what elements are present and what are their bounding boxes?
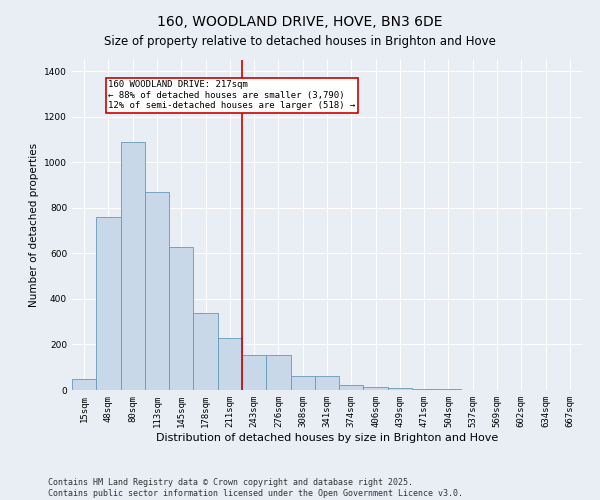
Bar	[266, 354, 290, 390]
Bar	[364, 387, 388, 390]
X-axis label: Distribution of detached houses by size in Brighton and Hove: Distribution of detached houses by size …	[156, 432, 498, 442]
Bar	[388, 388, 412, 390]
Text: 160, WOODLAND DRIVE, HOVE, BN3 6DE: 160, WOODLAND DRIVE, HOVE, BN3 6DE	[157, 15, 443, 29]
Text: 160 WOODLAND DRIVE: 217sqm
← 88% of detached houses are smaller (3,790)
12% of s: 160 WOODLAND DRIVE: 217sqm ← 88% of deta…	[109, 80, 356, 110]
Text: Contains HM Land Registry data © Crown copyright and database right 2025.
Contai: Contains HM Land Registry data © Crown c…	[48, 478, 463, 498]
Bar	[96, 217, 121, 390]
Bar	[218, 338, 242, 390]
Bar	[315, 376, 339, 390]
Bar	[145, 192, 169, 390]
Bar	[72, 378, 96, 390]
Bar	[242, 354, 266, 390]
Text: Size of property relative to detached houses in Brighton and Hove: Size of property relative to detached ho…	[104, 35, 496, 48]
Bar	[339, 386, 364, 390]
Bar	[169, 246, 193, 390]
Y-axis label: Number of detached properties: Number of detached properties	[29, 143, 38, 307]
Bar	[193, 312, 218, 390]
Bar	[412, 389, 436, 390]
Bar	[121, 142, 145, 390]
Bar	[290, 376, 315, 390]
